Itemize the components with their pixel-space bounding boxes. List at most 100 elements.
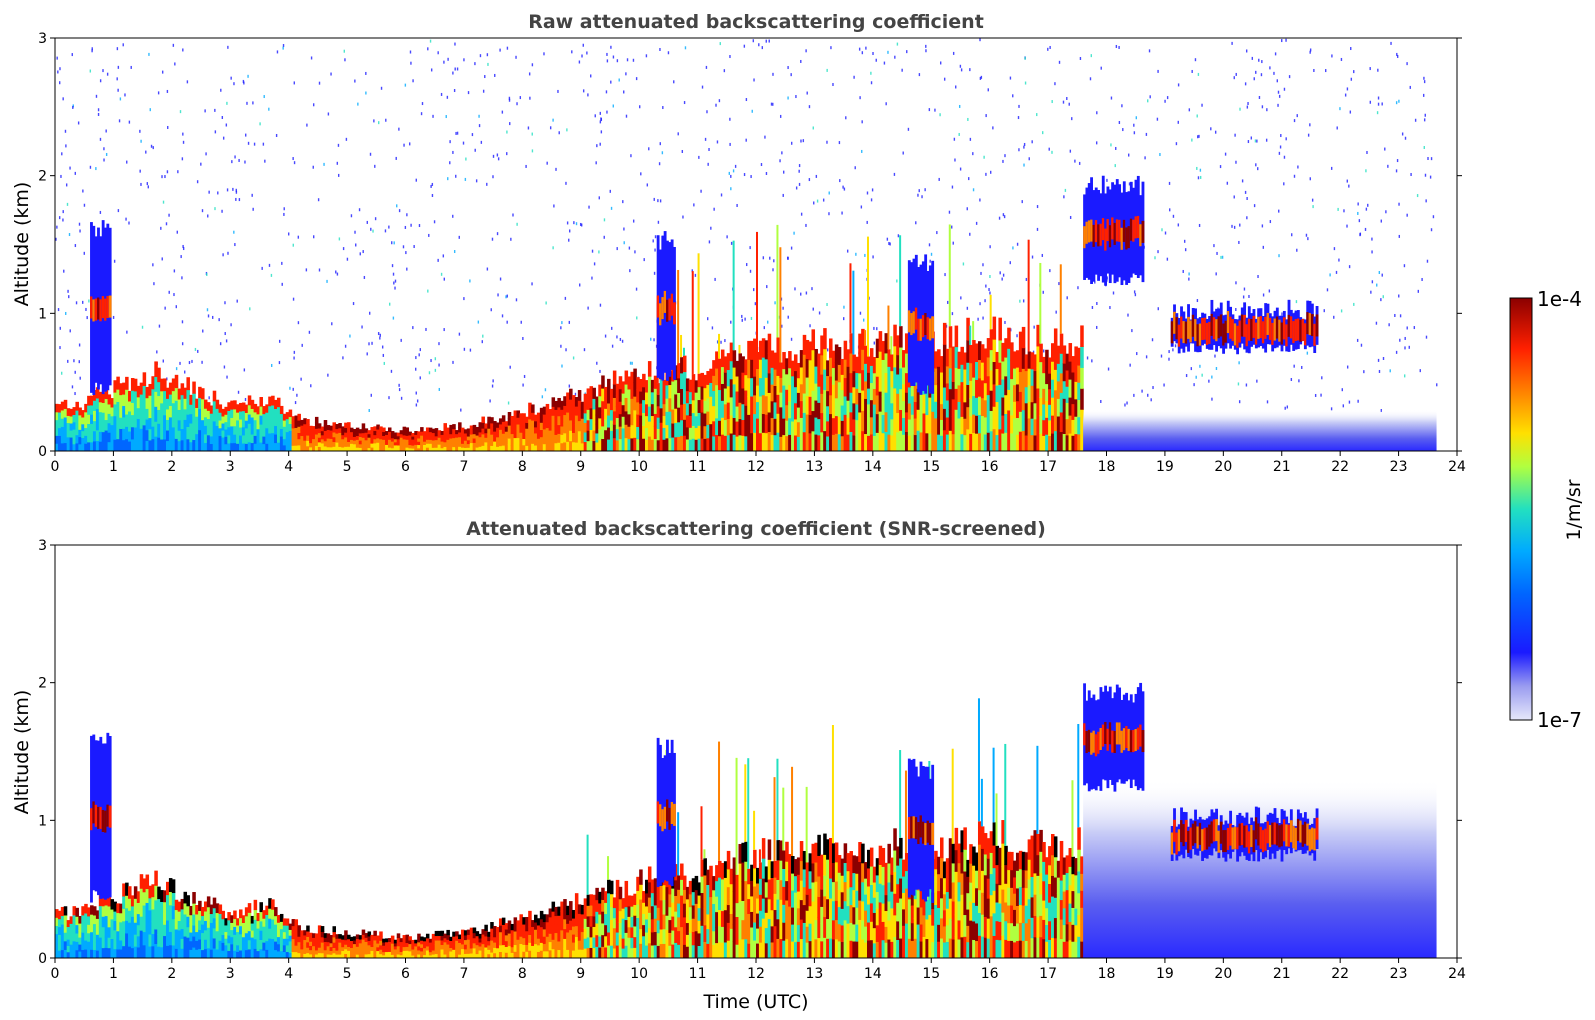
backscatter-cell: [601, 375, 605, 389]
noise-pixel: [113, 259, 116, 263]
backscatter-cell: [332, 422, 336, 428]
backscatter-cell: [274, 416, 278, 427]
backscatter-cell: [942, 322, 947, 345]
backscatter-cell: [92, 906, 97, 916]
backscatter-cell: [744, 405, 748, 422]
noise-pixel: [980, 271, 982, 275]
backscatter-cell: [241, 434, 246, 444]
backscatter-cell: [449, 947, 453, 952]
backscatter-cell: [948, 326, 953, 348]
backscatter-cell: [534, 420, 538, 428]
noise-pixel: [838, 141, 841, 145]
noise-pixel: [598, 196, 600, 200]
backscatter-cell: [297, 936, 301, 943]
backscatter-cell: [475, 426, 480, 432]
noise-pixel: [501, 314, 504, 318]
backscatter-cell: [980, 379, 985, 399]
backscatter-cell: [420, 943, 424, 948]
backscatter-cell: [236, 427, 240, 437]
backscatter-cell: [396, 432, 401, 437]
backscatter-cell: [750, 340, 754, 360]
noise-pixel: [745, 263, 748, 267]
noise-pixel: [214, 108, 216, 112]
noise-pixel: [805, 49, 807, 53]
backscatter-cell: [294, 951, 299, 958]
noise-pixel: [730, 320, 732, 324]
backscatter-cell: [437, 939, 442, 946]
backscatter-cell: [1042, 372, 1046, 389]
backscatter-cell: [428, 948, 433, 953]
noise-pixel: [1231, 224, 1233, 228]
backscatter-cell: [507, 920, 512, 928]
backscatter-cell: [977, 341, 982, 361]
backscatter-cell: [344, 446, 348, 451]
cloud-core: [912, 311, 916, 334]
backscatter-cell: [703, 438, 707, 451]
backscatter-cell: [846, 400, 851, 418]
backscatter-cell: [659, 393, 664, 409]
backscatter-cell: [104, 429, 109, 442]
noise-pixel: [960, 296, 962, 300]
backscatter-cell: [969, 380, 973, 399]
backscatter-cell: [563, 899, 567, 910]
backscatter-cell: [399, 938, 404, 943]
backscatter-cell: [92, 940, 97, 950]
backscatter-cell: [609, 409, 614, 421]
noise-pixel: [1106, 178, 1108, 182]
noise-pixel: [452, 360, 454, 364]
backscatter-cell: [206, 937, 211, 949]
backscatter-cell: [98, 926, 103, 938]
noise-pixel: [1058, 60, 1061, 64]
noise-pixel: [465, 157, 467, 161]
noise-pixel: [1377, 96, 1380, 100]
noise-pixel: [388, 302, 391, 306]
backscatter-cell: [221, 408, 226, 417]
backscatter-cell: [536, 438, 541, 446]
backscatter-cell: [370, 443, 374, 448]
backscatter-cell: [972, 377, 976, 397]
noise-pixel: [790, 246, 793, 250]
backscatter-cell: [531, 419, 535, 429]
noise-pixel: [1395, 350, 1398, 354]
plume-streak: [849, 263, 852, 334]
noise-pixel: [293, 350, 296, 354]
backscatter-cell: [817, 434, 821, 451]
backscatter-cell: [291, 925, 296, 933]
cloud-core: [1285, 324, 1289, 347]
noise-pixel: [610, 45, 612, 49]
noise-pixel: [868, 296, 870, 300]
backscatter-cell: [817, 353, 821, 371]
backscatter-cell: [84, 419, 88, 429]
noise-pixel: [146, 182, 149, 186]
noise-pixel: [1281, 312, 1283, 316]
backscatter-cell: [268, 928, 272, 939]
backscatter-cell: [303, 948, 307, 954]
backscatter-cell: [726, 434, 731, 451]
noise-pixel: [214, 130, 217, 134]
noise-pixel: [208, 190, 210, 194]
backscatter-cell: [253, 938, 258, 949]
backscatter-cell: [548, 409, 553, 417]
backscatter-cell: [300, 445, 304, 451]
backscatter-cell: [595, 934, 599, 947]
backscatter-cell: [869, 382, 874, 401]
backscatter-cell: [1024, 418, 1029, 436]
backscatter-cell: [726, 353, 731, 371]
backscatter-cell: [212, 410, 217, 422]
backscatter-cell: [382, 443, 386, 448]
noise-pixel: [855, 252, 857, 256]
cloud-core: [1215, 319, 1218, 342]
cloud-core: [1085, 221, 1089, 244]
backscatter-cell: [95, 408, 100, 420]
noise-pixel: [430, 359, 432, 363]
backscatter-cell: [645, 391, 649, 405]
backscatter-cell: [341, 950, 345, 955]
cloud-core: [1099, 223, 1103, 246]
backscatter-cell: [405, 447, 410, 451]
backscatter-cell: [95, 429, 100, 441]
backscatter-cell: [945, 382, 950, 401]
backscatter-cell: [910, 432, 915, 451]
backscatter-cell: [484, 941, 488, 948]
noise-pixel: [487, 62, 489, 66]
backscatter-cell: [998, 362, 1002, 385]
